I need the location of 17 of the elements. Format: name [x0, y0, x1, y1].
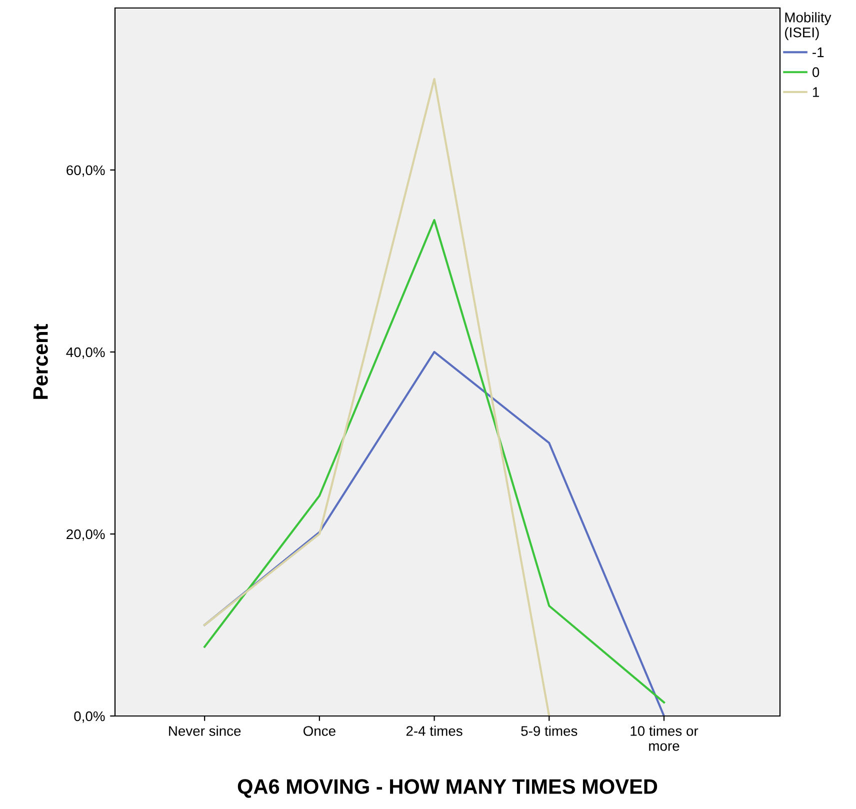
- legend-label: -1: [812, 48, 824, 58]
- x-tick-label: 5-9 times: [521, 726, 578, 736]
- legend-title: Mobility (ISEI): [785, 12, 832, 40]
- line-series: [204, 78, 550, 716]
- y-tick-label: 60,0%: [66, 165, 105, 177]
- y-tick-label: 0,0%: [74, 711, 105, 723]
- x-axis-title: QA6 MOVING - HOW MANY TIMES MOVED: [238, 779, 658, 798]
- x-tick-label: 2-4 times: [406, 726, 462, 736]
- y-tick-label: 20,0%: [66, 529, 105, 541]
- x-tick-label: Once: [304, 726, 336, 736]
- x-tick-label: 10 times or more: [630, 726, 698, 751]
- line-series: [204, 218, 666, 704]
- legend-label: 0: [812, 67, 820, 78]
- legend-label: 1: [813, 87, 819, 97]
- y-tick-label: 40,0%: [66, 347, 105, 359]
- y-axis-title: Percent: [33, 324, 48, 399]
- x-tick-label: Never since: [169, 726, 241, 736]
